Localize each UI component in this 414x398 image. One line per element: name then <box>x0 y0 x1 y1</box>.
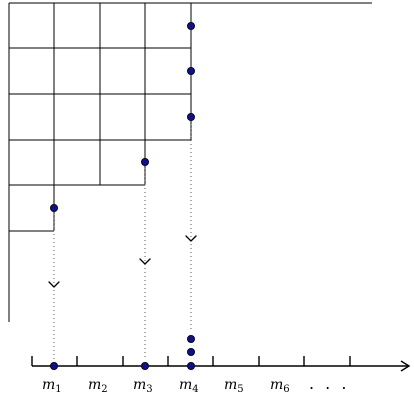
axis-label-m1: m1 <box>42 377 62 395</box>
chevron-down-icon <box>185 235 197 242</box>
dot <box>186 21 195 30</box>
dot <box>186 347 195 356</box>
axis-label-m6: m6 <box>270 377 290 395</box>
drop-lines <box>53 120 192 360</box>
dot <box>186 67 195 76</box>
arrow-right-icon <box>400 360 411 372</box>
dot <box>186 361 195 370</box>
dot <box>186 113 195 122</box>
axis-label-m2: m2 <box>88 377 108 395</box>
axis-label-m4: m4 <box>179 377 199 395</box>
dot <box>140 157 149 166</box>
dot <box>140 361 149 370</box>
dot <box>50 361 59 370</box>
down-chevrons <box>48 235 197 288</box>
chevron-down-icon <box>139 258 151 265</box>
axis-ellipsis: . . . <box>309 374 349 393</box>
axis-label-m5: m5 <box>224 377 244 395</box>
axis-label-m3: m3 <box>133 377 153 395</box>
axis-labels: m1 m2 m3 m4 m5 m6 . . . <box>42 374 349 395</box>
number-line <box>31 356 411 372</box>
staircase-dots <box>50 21 195 212</box>
dot <box>186 334 195 343</box>
ticks <box>31 356 351 366</box>
grid <box>8 2 372 322</box>
chevron-down-icon <box>48 281 60 288</box>
dot <box>50 203 59 212</box>
stacked-dots <box>186 334 195 356</box>
